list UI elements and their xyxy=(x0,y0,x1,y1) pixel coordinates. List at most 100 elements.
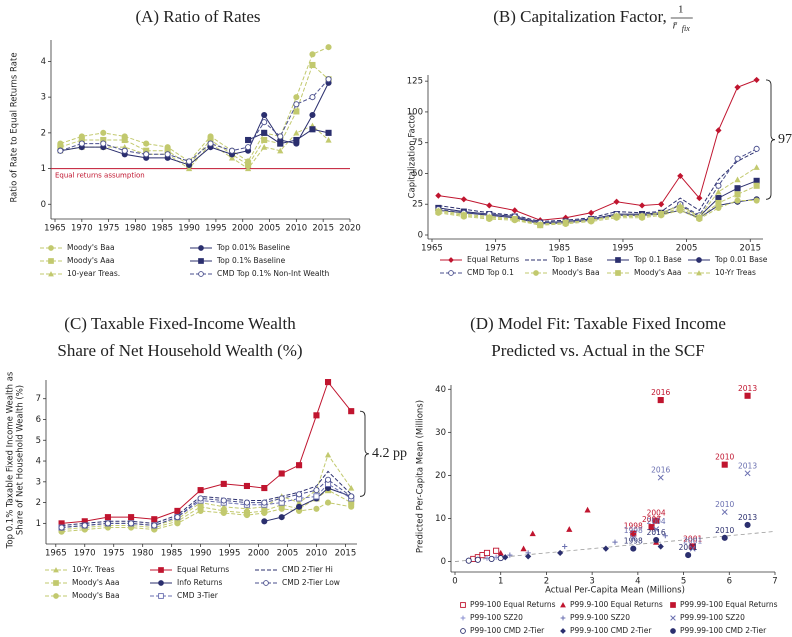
marker xyxy=(100,140,107,147)
marker xyxy=(525,553,532,560)
marker xyxy=(460,210,467,217)
x-tick-label: 2020 xyxy=(339,224,361,234)
x-tick-label: 6 xyxy=(727,577,732,587)
marker xyxy=(529,530,536,537)
y-tick-label: 1 xyxy=(41,164,46,174)
marker xyxy=(562,543,568,550)
series-line xyxy=(438,185,757,226)
legend-label: Top 0.1% Baseline xyxy=(216,256,286,265)
marker xyxy=(104,514,111,521)
marker xyxy=(715,195,722,202)
y-tick-label: 1 xyxy=(36,519,41,529)
marker xyxy=(197,487,204,494)
marker xyxy=(638,212,646,218)
legend-label: 10-year Treas. xyxy=(67,269,120,278)
x-tick-label: 1995 xyxy=(219,549,241,559)
marker xyxy=(128,520,135,527)
marker xyxy=(158,567,164,573)
marker xyxy=(435,207,442,213)
legend-label: CMD Top 0.1 xyxy=(467,268,514,277)
marker xyxy=(721,534,728,541)
marker xyxy=(744,392,751,399)
marker xyxy=(615,270,621,276)
marker xyxy=(220,509,227,517)
legend-label: CMD 3-Tier xyxy=(177,591,219,600)
marker xyxy=(261,144,268,150)
marker xyxy=(324,499,332,506)
marker xyxy=(309,51,316,58)
annotation: 4.2 pp xyxy=(372,446,407,461)
series-line xyxy=(60,82,329,166)
marker xyxy=(244,165,252,172)
marker xyxy=(715,182,722,189)
marker xyxy=(502,554,509,561)
marker xyxy=(715,127,722,134)
y-tick-label: 30 xyxy=(435,428,446,438)
x-tick-label: 1985 xyxy=(548,244,570,254)
y-tick-label: 3 xyxy=(41,93,46,103)
x-tick-label: 1995 xyxy=(612,244,634,254)
legend-label: P99.9-100 CMD 2-Tier xyxy=(570,626,652,635)
marker xyxy=(277,140,284,147)
legend-label: Top 0.1 Base xyxy=(633,255,682,264)
brace xyxy=(765,79,776,200)
marker xyxy=(278,495,285,502)
y-tick-label: 100 xyxy=(407,107,423,117)
marker xyxy=(53,593,59,599)
legend-label: Info Returns xyxy=(177,578,222,587)
point-label: 2004 xyxy=(647,509,666,518)
point-label: 2001 xyxy=(683,537,702,546)
marker xyxy=(295,499,303,506)
annotation: 97 xyxy=(778,132,792,147)
legend-label: Moody's Baa xyxy=(72,591,120,600)
y-tick-label: 0 xyxy=(41,200,46,210)
x-tick-label: 1985 xyxy=(151,224,173,234)
marker xyxy=(348,503,355,510)
marker xyxy=(198,245,204,251)
point-label: 2001 xyxy=(679,543,698,552)
legend-label: P99.99-100 SZ20 xyxy=(680,613,745,622)
x-tick-label: 2005 xyxy=(259,224,281,234)
marker xyxy=(186,158,193,165)
marker xyxy=(348,408,355,415)
marker xyxy=(296,503,303,510)
y-tick-label: 125 xyxy=(407,77,423,87)
marker xyxy=(448,257,454,263)
marker xyxy=(53,567,59,573)
y-axis-label: Ratio of Rate to Equal Returns Rate xyxy=(10,52,20,202)
marker xyxy=(207,140,214,147)
marker xyxy=(696,257,702,263)
marker xyxy=(228,147,236,154)
marker xyxy=(670,602,676,608)
marker xyxy=(324,476,332,483)
y-tick-label: 0 xyxy=(441,557,446,567)
x-tick-label: 2015 xyxy=(335,549,357,559)
marker xyxy=(198,258,204,264)
marker xyxy=(198,271,204,277)
legend-label: Moody's Baa xyxy=(552,268,600,277)
marker xyxy=(602,545,609,552)
marker xyxy=(143,140,150,147)
reference-label: Equal returns assumption xyxy=(55,172,145,180)
marker xyxy=(460,615,466,621)
marker xyxy=(662,533,668,539)
legend-label: Moody's Aaa xyxy=(67,256,115,265)
marker xyxy=(313,487,320,494)
marker xyxy=(158,593,164,599)
marker xyxy=(715,188,722,195)
legend-label: Moody's Aaa xyxy=(634,268,682,277)
marker xyxy=(630,545,637,552)
marker xyxy=(753,164,760,170)
x-tick-label: 1965 xyxy=(45,549,67,559)
marker xyxy=(658,209,665,216)
marker xyxy=(721,461,728,468)
marker xyxy=(313,412,320,419)
marker xyxy=(185,165,193,172)
chart-title: (B) Capitalization Factor, xyxy=(493,7,667,26)
marker xyxy=(566,526,573,532)
marker xyxy=(584,506,591,513)
legend-label: Top 0.01% Baseline xyxy=(216,243,290,252)
legend-label: P99-100 SZ20 xyxy=(470,613,523,622)
marker xyxy=(657,543,664,550)
point-label: 2001 xyxy=(683,534,702,543)
